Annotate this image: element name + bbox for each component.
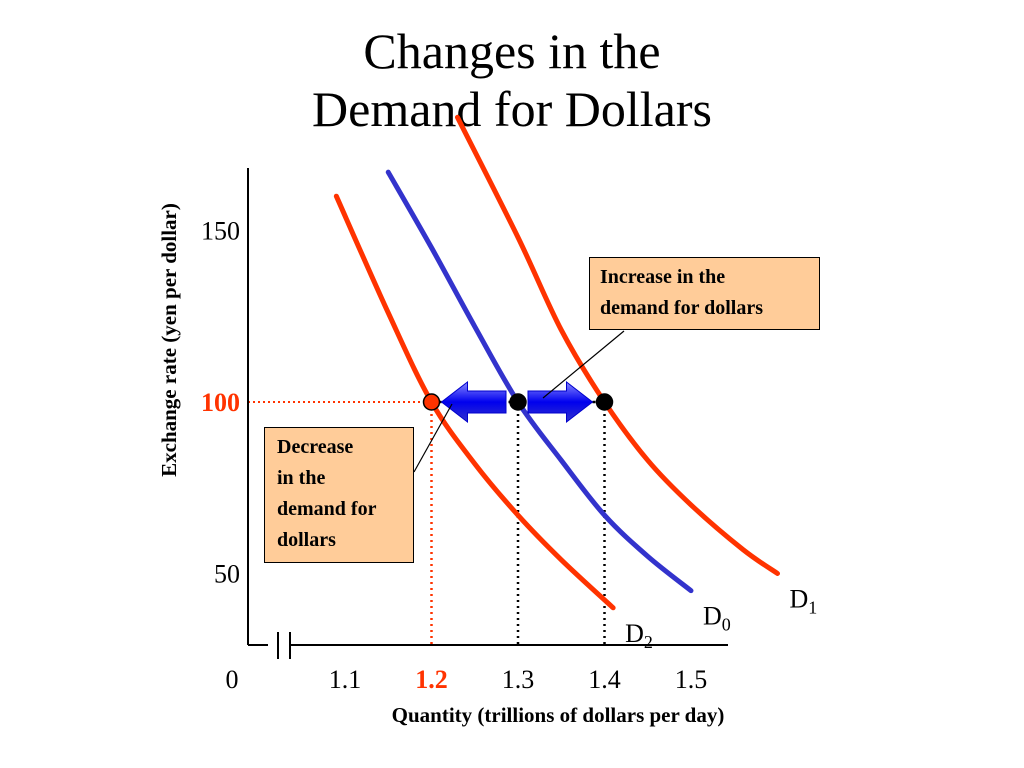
decrease-callout-line-4: dollars xyxy=(277,529,336,551)
increase-callout: Increase in the demand for dollars xyxy=(589,257,820,330)
y-axis-title: Exchange rate (yen per dollar) xyxy=(157,203,181,477)
increase-callout-pointer xyxy=(542,330,625,399)
x-tick-label: 1.2 xyxy=(415,665,448,694)
page-title: Changes in the Demand for Dollars xyxy=(0,22,1024,138)
curve-label-d0: D0 xyxy=(703,602,731,635)
title-line-1: Changes in the xyxy=(363,23,661,79)
x-axis-title: Quantity (trillions of dollars per day) xyxy=(392,703,725,727)
equilibrium-point xyxy=(509,393,527,411)
equilibrium-point xyxy=(422,393,441,411)
curve-label-d1: D1 xyxy=(790,585,818,618)
increase-callout-line-2: demand for dollars xyxy=(600,297,763,319)
decrease-callout-line-3: demand for xyxy=(277,498,377,520)
decrease-callout: Decrease in the demand for dollars xyxy=(264,427,414,563)
x-tick-label: 1.5 xyxy=(675,665,708,694)
curve-d1 xyxy=(454,114,780,576)
increase-arrow xyxy=(527,380,594,424)
curve-label-d2: D2 xyxy=(625,619,653,652)
decrease-callout-line-1: Decrease xyxy=(277,436,354,458)
curve-d2 xyxy=(333,193,616,611)
x-tick-label: 1.1 xyxy=(329,665,362,694)
title-line-2: Demand for Dollars xyxy=(312,81,712,137)
curve-d0 xyxy=(385,169,694,594)
x-tick-label: 1.3 xyxy=(502,665,535,694)
y-tick-label: 50 xyxy=(214,560,240,589)
y-tick-label: 150 xyxy=(201,217,240,246)
decrease-callout-pointer xyxy=(413,403,453,473)
x-tick-label: 0 xyxy=(226,665,239,694)
x-tick-label: 1.4 xyxy=(588,665,621,694)
decrease-callout-line-2: in the xyxy=(277,467,326,489)
decrease-arrow xyxy=(440,380,507,424)
equilibrium-point xyxy=(595,393,614,411)
y-tick-label: 100 xyxy=(201,388,240,417)
increase-callout-line-1: Increase in the xyxy=(600,266,726,288)
